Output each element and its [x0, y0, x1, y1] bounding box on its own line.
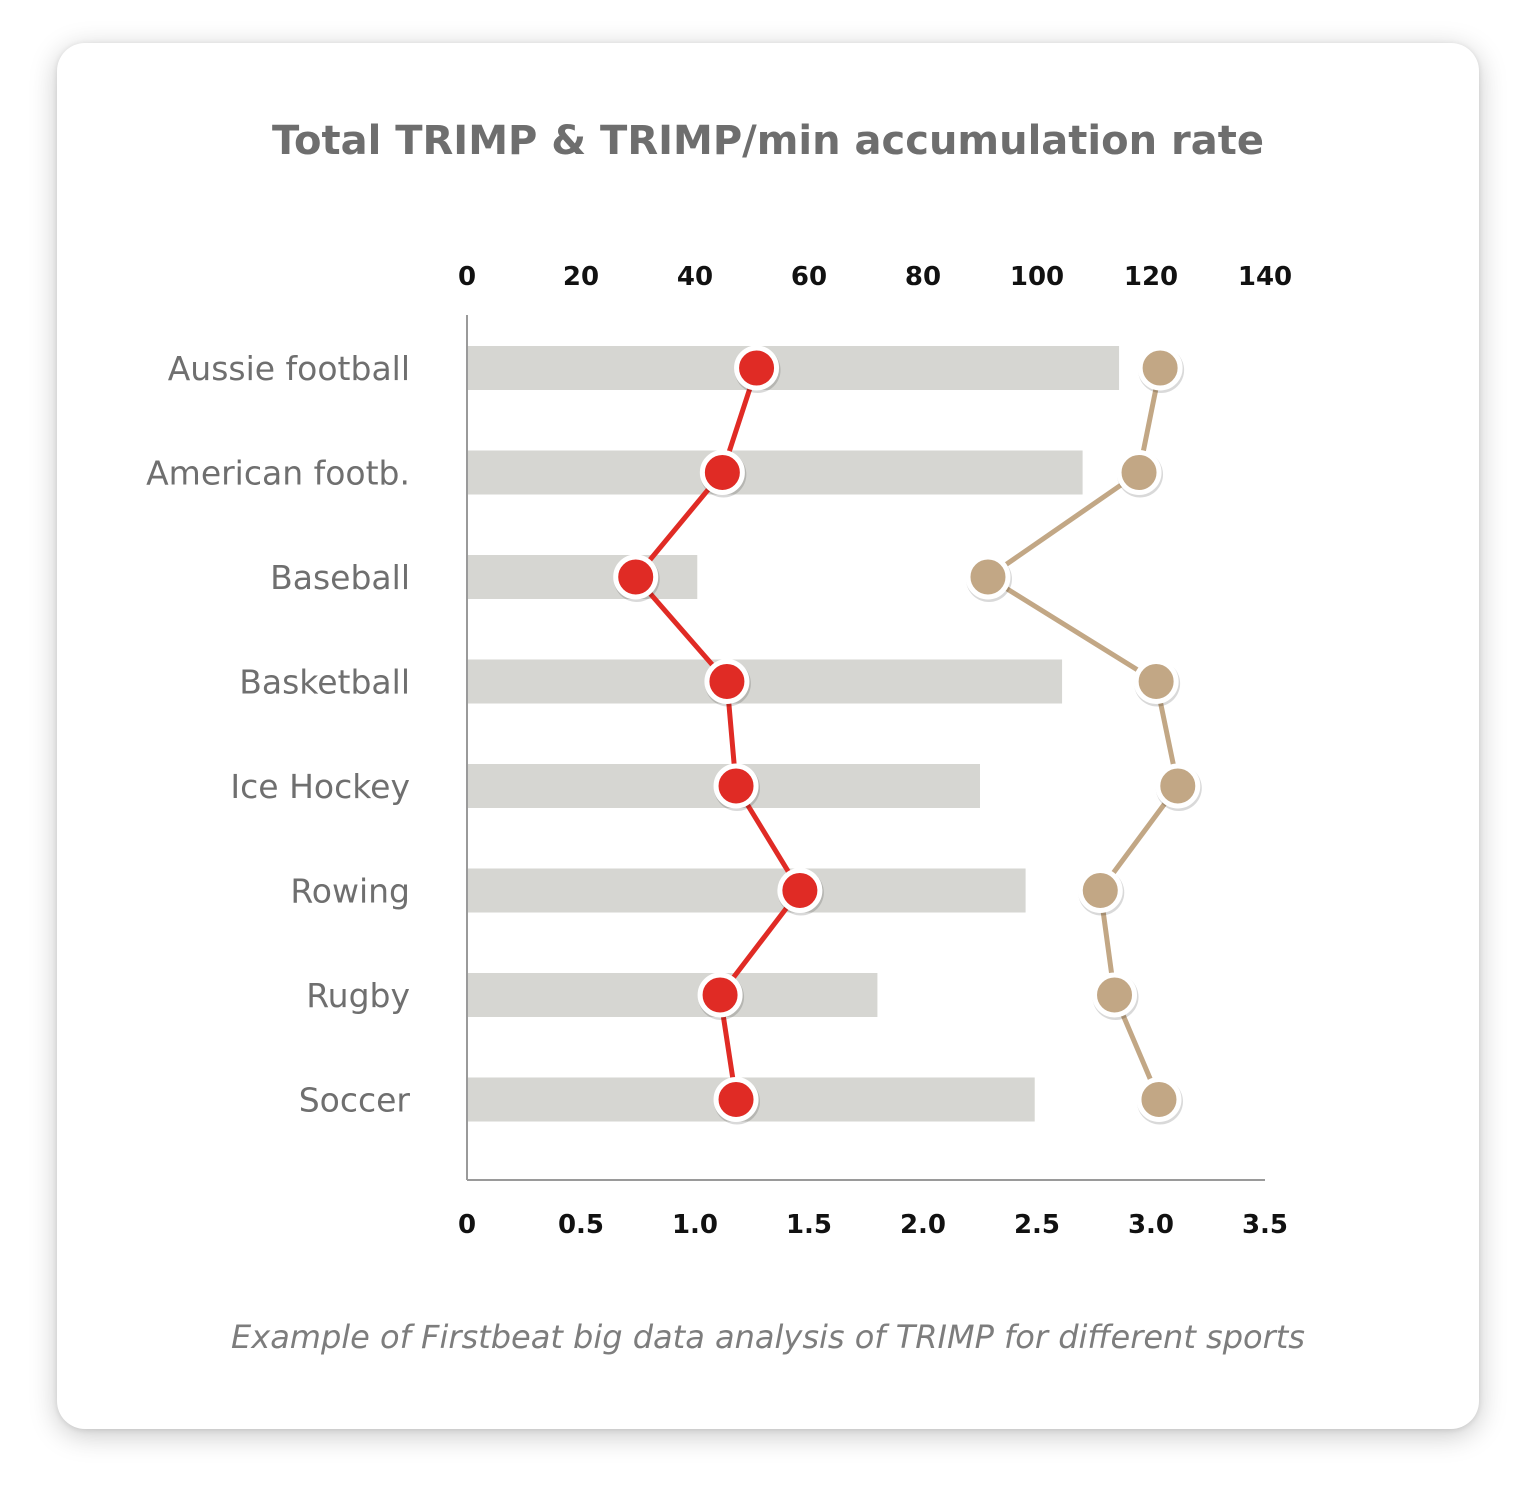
bottom-tick-label-1: 0.5 [558, 1210, 604, 1240]
labels-layer: Aussie football American footb. Baseball Ba… [146, 262, 1292, 1240]
chart-card [57, 43, 1479, 1429]
top-tick-label-4: 80 [905, 262, 941, 292]
top-tick-label-2: 40 [677, 262, 713, 292]
bar-3 [468, 659, 1063, 704]
category-label-3: Basketball [239, 663, 410, 702]
category-label-7: Soccer [299, 1081, 411, 1120]
chart-caption: Example of Firstbeat big data analysis o… [231, 1318, 1305, 1356]
tan-point-3 [1133, 659, 1179, 704]
bottom-tick-label-2: 1.0 [672, 1210, 718, 1240]
red-point-4 [713, 763, 759, 809]
bottom-tick-label-5: 2.5 [1014, 1210, 1060, 1240]
top-tick-label-6: 120 [1124, 262, 1178, 292]
bars-layer [468, 346, 1120, 1122]
bar-1 [468, 450, 1083, 495]
top-tick-label-7: 140 [1238, 262, 1292, 292]
bar-2 [468, 555, 698, 599]
bottom-tick-label-4: 2.0 [900, 1210, 946, 1240]
red-point-5 [777, 868, 823, 913]
tan-point-4 [1155, 763, 1201, 809]
bar-5 [468, 868, 1026, 913]
tan-point-2 [965, 554, 1011, 600]
red-point-2 [613, 554, 659, 600]
red-point-1 [699, 450, 745, 495]
category-label-6: Rugby [306, 976, 410, 1015]
bar-0 [468, 346, 1120, 390]
category-label-5: Rowing [290, 872, 410, 911]
bottom-tick-label-7: 3.5 [1242, 1210, 1288, 1240]
bottom-tick-label-6: 3.0 [1128, 1210, 1174, 1240]
category-label-0: Aussie football [168, 349, 410, 388]
red-point-7 [713, 1077, 759, 1122]
category-label-4: Ice Hockey [230, 767, 410, 806]
red-point-0 [734, 345, 780, 391]
top-tick-label-5: 100 [1010, 262, 1064, 292]
top-tick-label-1: 20 [563, 262, 599, 292]
category-label-2: Baseball [270, 558, 410, 597]
red-point-3 [704, 659, 750, 704]
red-point-6 [697, 972, 743, 1018]
points-layer [613, 345, 1202, 1125]
tan-point-5 [1077, 868, 1123, 913]
top-tick-label-3: 60 [791, 262, 827, 292]
tan-point-7 [1136, 1077, 1182, 1122]
tan-point-0 [1137, 345, 1183, 391]
category-label-1: American footb. [146, 454, 410, 493]
bottom-tick-label-0: 0 [458, 1210, 476, 1240]
bar-6 [468, 973, 878, 1017]
tan-point-1 [1116, 450, 1162, 495]
tan-point-6 [1092, 972, 1138, 1018]
top-tick-label-0: 0 [458, 262, 476, 292]
chart-title: Total TRIMP & TRIMP/min accumulation rat… [272, 118, 1264, 164]
bottom-tick-label-3: 1.5 [786, 1210, 832, 1240]
